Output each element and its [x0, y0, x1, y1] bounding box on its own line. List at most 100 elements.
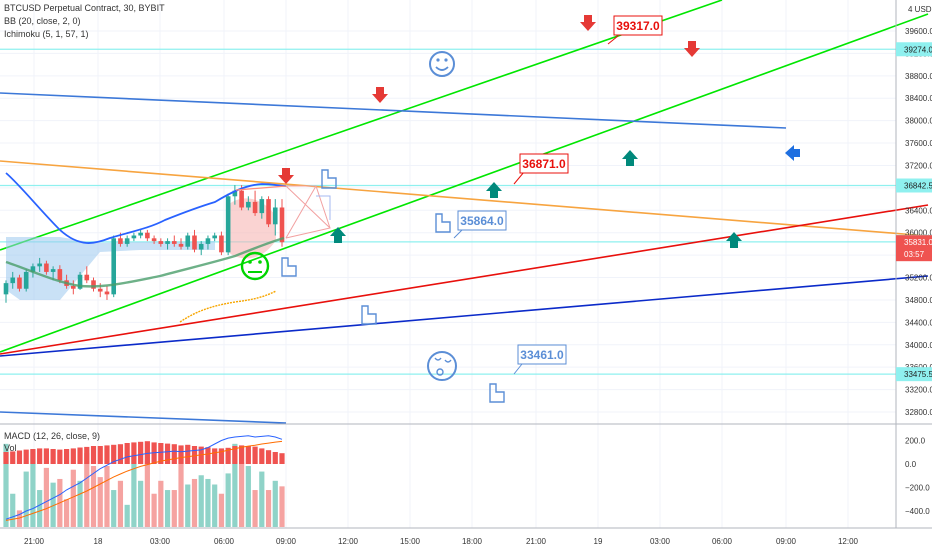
candle-body [3, 283, 9, 295]
volume-bar [164, 490, 171, 527]
ichimoku-lagging [179, 290, 277, 323]
macd-tick-label: 200.0 [905, 437, 926, 446]
macd-histogram-bar [225, 447, 231, 464]
candle-body [178, 243, 184, 247]
macd-tick-label: −400.0 [905, 507, 930, 516]
grid [0, 0, 896, 528]
volume-bar [16, 510, 23, 527]
x-tick-label: 06:00 [712, 537, 733, 546]
candle-body [104, 291, 110, 295]
indicator-curves [5, 172, 287, 323]
arrow-down-icon [684, 41, 700, 57]
macd-histogram-bar [245, 446, 251, 464]
y-tick-label: 34800.0 [905, 296, 932, 305]
volume-bar [185, 484, 191, 527]
callout-35864: 35864.0 [453, 210, 507, 239]
macd-histogram-bar [16, 450, 23, 464]
y-tick-label: 34400.0 [905, 318, 932, 327]
macd-histogram-bar [97, 446, 103, 464]
macd-tick-label: 0.0 [905, 460, 917, 469]
price-level-tag [896, 42, 932, 57]
lead-span [235, 185, 287, 191]
candle-body [219, 235, 224, 253]
candle-body [30, 266, 36, 272]
y-tick-label: 34000.0 [905, 341, 932, 350]
x-tick-label: 03:00 [650, 537, 671, 546]
candle-body [205, 238, 211, 244]
macd-histogram-bar [57, 449, 63, 464]
macd-histogram-bar [218, 448, 225, 464]
macd-histogram-bar [111, 444, 117, 464]
volume-bar [259, 471, 265, 527]
volume-bar [151, 493, 157, 527]
y-tick-label: 38400.0 [905, 94, 932, 103]
macd-histogram-bar [252, 446, 258, 464]
volume-bar [104, 466, 110, 527]
y-tick-label: 37200.0 [905, 161, 932, 170]
volume-bar [171, 490, 177, 527]
signal-line [5, 440, 283, 521]
candle-body [279, 207, 285, 243]
x-tick-label: 18 [94, 537, 103, 546]
candle-body [185, 235, 191, 247]
macd-histogram-bar [191, 446, 198, 464]
volume-bar [50, 482, 56, 527]
candle-body [212, 235, 217, 239]
macd-histogram-bar [37, 448, 43, 464]
macd-histogram-bar [84, 446, 90, 464]
macd-histogram-bar [3, 452, 9, 464]
blue-line [0, 275, 929, 357]
steel-line-upper [0, 92, 787, 129]
volume-bar [252, 490, 258, 527]
arrow-down-icon [372, 87, 388, 103]
volume-bar [265, 490, 272, 527]
macd-histogram-bar [131, 442, 137, 464]
macd-histogram-bar [164, 443, 171, 464]
callout-33461: 33461.0 [513, 344, 567, 375]
macd-histogram-bar [265, 450, 272, 464]
volume-bar [84, 453, 90, 527]
y-tick-label: 36000.0 [905, 229, 932, 238]
volume-bar [124, 504, 130, 527]
macd-histogram-bar [104, 445, 110, 464]
volume-bar [245, 466, 251, 527]
arrow-up-icon [622, 150, 638, 166]
volume-bar [63, 499, 70, 527]
arrow-up-icon [330, 227, 346, 243]
current-price-label: 35831.0 [904, 238, 932, 247]
arrows [278, 15, 800, 248]
y-tick-label: 36400.0 [905, 206, 932, 215]
arrow-up-icon [726, 232, 742, 248]
price-levels [0, 48, 896, 375]
steel-line-lower [0, 411, 287, 424]
candle-body [158, 241, 164, 244]
volume-bar [77, 480, 83, 527]
candle-body [239, 190, 244, 208]
candle-body [50, 269, 56, 272]
candle-body [71, 285, 76, 289]
candle-body [44, 263, 49, 272]
macd-histogram-bar [50, 449, 56, 464]
candle-body [37, 263, 42, 267]
orange-line [0, 160, 929, 237]
arrow-up-icon [486, 182, 502, 198]
symbol-title: BTCUSD Perpetual Contract, 30, BYBIT [4, 3, 165, 13]
volume-bar [239, 462, 245, 527]
volume-bar [111, 490, 117, 527]
y-tick-label: 37600.0 [905, 139, 932, 148]
macd-histogram-bar [171, 444, 177, 464]
candle-body [252, 201, 258, 214]
callouts: 39317.0 36871.0 35864.0 33461.0 [453, 15, 663, 375]
dizzy-emoji-icon [427, 351, 457, 381]
x-tick-label: 09:00 [276, 537, 297, 546]
volume-bar [272, 480, 278, 527]
price-level-label: 33475.5 [904, 370, 932, 379]
hand-pointer-icon [281, 169, 505, 403]
candle-body [272, 207, 278, 225]
callout-label: 36871.0 [522, 157, 566, 171]
macd-histogram-bar [205, 447, 211, 464]
candle-body [23, 271, 29, 289]
currency-label: 4 USD [908, 5, 932, 14]
